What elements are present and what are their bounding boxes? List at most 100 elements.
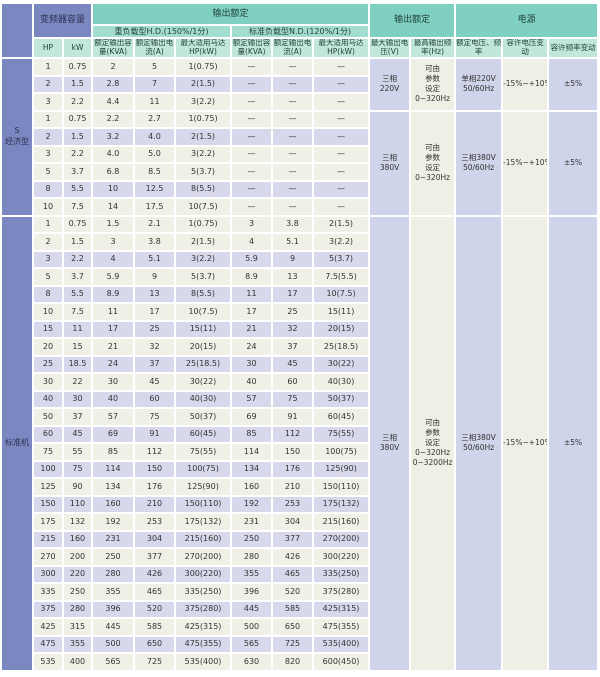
value-cell: 3(2.2) xyxy=(176,251,231,267)
empty-cell: — xyxy=(232,76,272,92)
value-cell: 21 xyxy=(93,339,134,355)
empty-cell: — xyxy=(232,146,272,162)
value-cell: 4 xyxy=(232,234,272,250)
value-cell: 2 xyxy=(34,234,62,250)
value-cell: 535(400) xyxy=(176,654,231,670)
empty-cell: — xyxy=(232,111,272,127)
value-cell: 820 xyxy=(273,654,313,670)
value-cell: 520 xyxy=(273,584,313,600)
value-cell: 100(75) xyxy=(314,444,369,460)
freq-variation-column-header: 容许频率变动 xyxy=(549,39,598,57)
value-cell: 1.5 xyxy=(64,234,92,250)
value-cell: 50(37) xyxy=(176,409,231,425)
value-cell: 2.7 xyxy=(135,111,175,127)
table-row: 375 280 396 520 375(280) 445 585 425(315) xyxy=(2,601,597,617)
table-row: 300 220 280 426 300(220) 355 465 335(250) xyxy=(2,566,597,582)
value-cell: 90 xyxy=(64,479,92,495)
value-cell: 134 xyxy=(232,461,272,477)
empty-cell: — xyxy=(273,129,313,145)
value-cell: 585 xyxy=(135,619,175,635)
value-cell: 7.5(5.5) xyxy=(314,269,369,285)
value-cell: 8 xyxy=(34,286,62,302)
value-cell: 17 xyxy=(232,304,272,320)
value-cell: 30 xyxy=(93,374,134,390)
table-header: 变频器容量 输出额定 输出额定 电源 重负载型H.D.(150%/1分) 标准负… xyxy=(2,4,598,57)
value-cell: 5.9 xyxy=(232,251,272,267)
value-cell: 8(5.5) xyxy=(176,286,231,302)
table-row: S 经济型 1 0.75 2 5 1(0.75) — — — 三相 220V 可由 参数 设定 0~320Hz… xyxy=(2,59,598,215)
nd-motor-column-header: 最大适用马达HP(kW) xyxy=(314,39,369,57)
value-cell: 20(15) xyxy=(314,321,369,337)
value-cell: 125 xyxy=(34,479,62,495)
value-cell: 10 xyxy=(93,181,134,197)
value-cell: 2(1.5) xyxy=(176,76,231,92)
value-cell: 30(22) xyxy=(314,356,369,372)
value-cell: 2(1.5) xyxy=(176,234,231,250)
table-row: 75 55 85 112 75(55) 114 150 100(75) xyxy=(2,444,597,460)
value-cell: 57 xyxy=(232,391,272,407)
value-cell: 2.2 xyxy=(64,146,92,162)
value-cell: 11 xyxy=(64,321,92,337)
voltage-variation-column-header: 容许电压变动 xyxy=(503,39,548,57)
empty-cell: — xyxy=(273,181,313,197)
empty-cell: — xyxy=(314,146,369,162)
value-cell: 3.2 xyxy=(93,129,134,145)
value-cell: 1(0.75) xyxy=(176,59,231,75)
empty-cell: — xyxy=(314,76,369,92)
header-row-2: 重负载型H.D.(150%/1分) 标准负载型N.D.(120%/1分) xyxy=(2,26,597,37)
value-cell: 396 xyxy=(93,601,134,617)
value-cell: 0.75 xyxy=(64,59,92,75)
value-cell: 355 xyxy=(232,566,272,582)
rated-voltage-freq-cell: 三相380V 50/60Hz xyxy=(456,216,502,670)
value-cell: 11 xyxy=(93,304,134,320)
value-cell: 1 xyxy=(34,216,62,232)
value-cell: 650 xyxy=(273,619,313,635)
value-cell: 45 xyxy=(273,356,313,372)
value-cell: 60 xyxy=(34,426,62,442)
empty-cell: — xyxy=(273,59,313,75)
value-cell: 160 xyxy=(232,479,272,495)
empty-cell: — xyxy=(314,111,369,127)
value-cell: 425(315) xyxy=(314,601,369,617)
value-cell: 2.8 xyxy=(93,76,134,92)
value-cell: 465 xyxy=(135,584,175,600)
value-cell: 426 xyxy=(273,549,313,565)
freq-variation-cell: ±5% xyxy=(549,216,598,670)
value-cell: 100(75) xyxy=(176,461,231,477)
value-cell: 8 xyxy=(34,181,62,197)
value-cell: 231 xyxy=(232,514,272,530)
value-cell: 304 xyxy=(273,514,313,530)
value-cell: 3 xyxy=(34,146,62,162)
value-cell: 125(90) xyxy=(314,461,369,477)
value-cell: 335 xyxy=(34,584,62,600)
max-freq-column-header: 最高输出频率(Hz) xyxy=(411,39,455,57)
table-row: 2 1.5 2.8 7 2(1.5) — — — xyxy=(2,76,597,92)
voltage-variation-cell: -15%~+10% xyxy=(503,111,548,215)
value-cell: 40(30) xyxy=(176,391,231,407)
value-cell: 11 xyxy=(232,286,272,302)
value-cell: 426 xyxy=(135,566,175,582)
freq-variation-cell: ±5% xyxy=(549,111,598,215)
value-cell: 8(5.5) xyxy=(176,181,231,197)
empty-cell: — xyxy=(232,164,272,180)
value-cell: 160 xyxy=(93,496,134,512)
value-cell: 150 xyxy=(34,496,62,512)
value-cell: 475(355) xyxy=(176,636,231,652)
value-cell: 134 xyxy=(93,479,134,495)
value-cell: 37 xyxy=(64,409,92,425)
value-cell: 30 xyxy=(34,374,62,390)
group-label-standard: 标准机 xyxy=(2,216,32,670)
value-cell: 60 xyxy=(135,391,175,407)
value-cell: 85 xyxy=(232,426,272,442)
kw-column-header: kW xyxy=(64,39,92,57)
table-row: 150 110 160 210 150(110) 192 253 175(132) xyxy=(2,496,597,512)
hp-column-header: HP xyxy=(34,39,62,57)
empty-cell: — xyxy=(273,146,313,162)
table-row: 40 30 40 60 40(30) 57 75 50(37) xyxy=(2,391,597,407)
value-cell: 85 xyxy=(93,444,134,460)
table-row: 2 1.5 3 3.8 2(1.5) 4 5.1 3(2.2) xyxy=(2,234,597,250)
empty-cell: — xyxy=(232,181,272,197)
value-cell: 315 xyxy=(64,619,92,635)
hd-kva-column-header: 额定输出容量(KVA) xyxy=(93,39,134,57)
value-cell: 535(400) xyxy=(314,636,369,652)
